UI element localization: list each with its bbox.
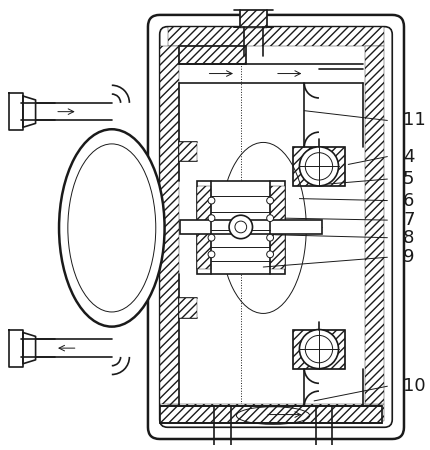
Circle shape xyxy=(208,234,215,241)
Bar xyxy=(292,329,345,369)
Bar xyxy=(180,220,322,234)
Text: 6: 6 xyxy=(403,192,415,210)
Text: 4: 4 xyxy=(403,148,415,166)
Text: 7: 7 xyxy=(403,211,415,229)
Circle shape xyxy=(299,329,338,369)
Bar xyxy=(197,181,285,274)
Circle shape xyxy=(229,215,252,238)
Circle shape xyxy=(267,234,273,241)
Bar xyxy=(365,46,384,404)
Text: 5: 5 xyxy=(403,170,415,188)
Bar xyxy=(160,406,382,423)
Bar xyxy=(292,147,345,186)
Circle shape xyxy=(267,215,273,221)
Bar xyxy=(292,329,345,369)
FancyBboxPatch shape xyxy=(148,15,404,439)
Ellipse shape xyxy=(59,129,165,327)
Text: 8: 8 xyxy=(403,229,415,247)
Bar xyxy=(168,27,384,46)
Circle shape xyxy=(305,153,333,180)
Bar xyxy=(160,46,179,404)
Bar xyxy=(168,404,384,421)
Bar xyxy=(179,142,197,162)
Bar xyxy=(179,46,246,64)
Circle shape xyxy=(208,197,215,204)
Circle shape xyxy=(267,251,273,258)
Text: 11: 11 xyxy=(403,112,426,130)
Bar xyxy=(292,147,345,186)
Bar xyxy=(240,10,267,27)
Circle shape xyxy=(305,335,333,363)
Circle shape xyxy=(208,251,215,258)
Circle shape xyxy=(208,215,215,221)
Circle shape xyxy=(299,147,338,186)
Bar xyxy=(179,46,246,64)
Circle shape xyxy=(267,197,273,204)
Bar xyxy=(160,406,382,423)
Text: 9: 9 xyxy=(403,248,415,266)
Bar xyxy=(270,186,285,269)
Bar xyxy=(197,186,212,269)
Text: 10: 10 xyxy=(403,377,426,395)
Circle shape xyxy=(235,221,247,233)
Bar xyxy=(179,298,197,318)
